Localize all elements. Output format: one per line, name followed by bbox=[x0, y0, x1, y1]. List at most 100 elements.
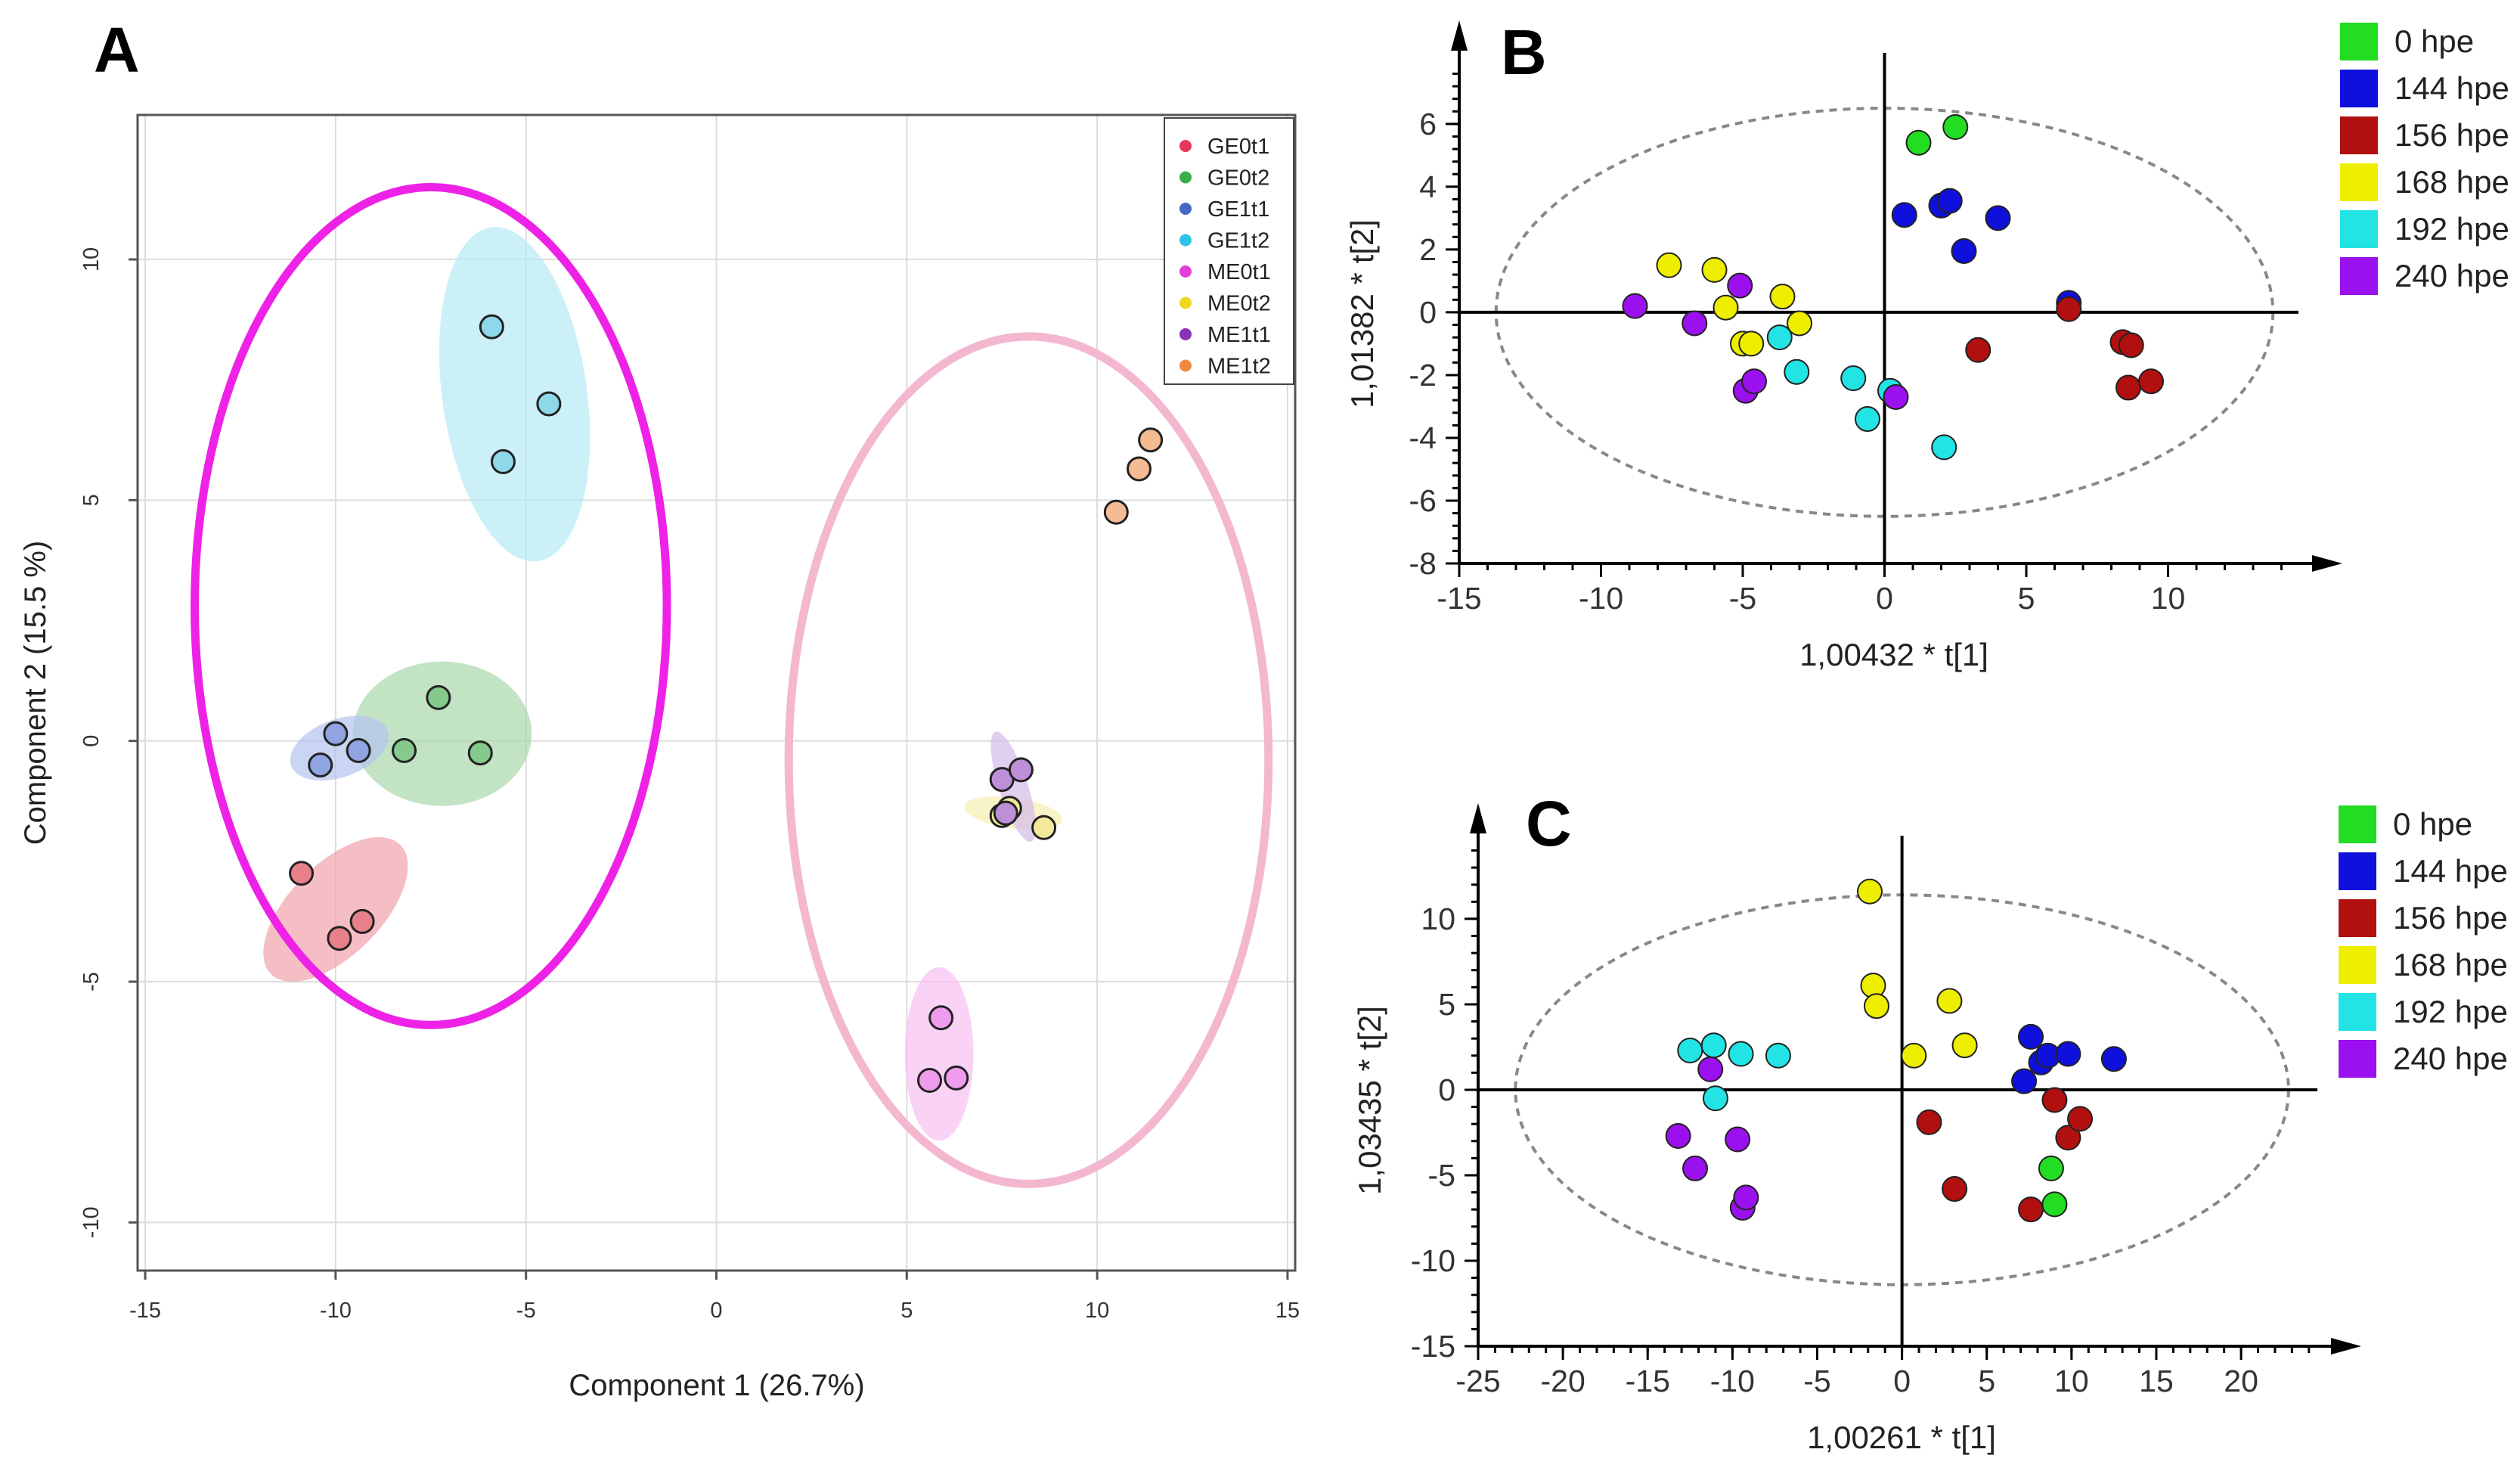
x-axis-title: 1,00261 * t[1] bbox=[1807, 1420, 1996, 1455]
legend-label-ge0t2: GE0t2 bbox=[1207, 166, 1269, 191]
point-168-hpe bbox=[1701, 256, 1728, 283]
cluster-ellipse-7 bbox=[990, 731, 1037, 843]
x-tick-label: 15 bbox=[1275, 1299, 1300, 1323]
point-ge1t1 bbox=[308, 753, 333, 777]
point-0-hpe bbox=[2041, 1191, 2068, 1218]
legend-label-me0t1: ME0t1 bbox=[1207, 260, 1271, 284]
legend-swatch-240-hpe bbox=[2340, 257, 2378, 295]
point-192-hpe bbox=[1702, 1085, 1728, 1112]
point-192-hpe bbox=[1700, 1032, 1727, 1059]
legend-label-0-hpe: 0 hpe bbox=[2393, 806, 2472, 842]
legend-label-156-hpe: 156 hpe bbox=[2393, 900, 2508, 936]
point-156-hpe bbox=[2138, 368, 2164, 395]
point-ge1t2 bbox=[479, 314, 504, 340]
point-156-hpe bbox=[1942, 1176, 1968, 1203]
point-me0t1 bbox=[944, 1065, 969, 1091]
x-tick-label: 10 bbox=[2054, 1364, 2089, 1398]
legend: GE0t1 GE0t2 GE1t1 GE1t2 ME0t1 ME0t2 ME1t1 ME1t2 bbox=[1164, 117, 1294, 385]
x-tick-label: -25 bbox=[1455, 1364, 1500, 1398]
point-ge0t2 bbox=[467, 740, 493, 766]
point-ge0t1 bbox=[327, 926, 352, 951]
point-168-hpe bbox=[1936, 988, 1963, 1014]
panel-c: -25 -20 -15 -10 -5 0 5 10 15 20 -15 -10 -5 0 5 10 1,0026… bbox=[1352, 803, 2508, 1455]
legend-label-240-hpe: 240 hpe bbox=[2393, 1041, 2508, 1076]
point-0-hpe bbox=[1905, 129, 1932, 156]
point-168-hpe bbox=[1738, 331, 1765, 357]
y-axis-title: Component 2 (15.5 %) bbox=[19, 541, 52, 845]
point-156-hpe bbox=[2118, 332, 2144, 358]
legend-marker-me0t2 bbox=[1179, 296, 1192, 309]
point-240-hpe bbox=[1727, 272, 1753, 299]
point-144-hpe bbox=[2011, 1068, 2038, 1094]
x-tick-label: -5 bbox=[1803, 1364, 1830, 1398]
panel-a: -15 -10 -5 0 5 10 15 -10 -5 0 5 10 Component 1 (26.7… bbox=[19, 113, 1300, 1402]
y-tick-label: 0 bbox=[79, 735, 104, 747]
x-axis-arrow bbox=[2331, 1338, 2361, 1355]
x-tick-label: 10 bbox=[2151, 581, 2186, 616]
y-tick-label: 0 bbox=[1419, 295, 1437, 330]
point-192-hpe bbox=[1728, 1041, 1754, 1067]
legend-label-ge0t1: GE0t1 bbox=[1207, 135, 1269, 159]
y-tick-label: 6 bbox=[1419, 107, 1437, 141]
x-tick-label: -10 bbox=[1710, 1364, 1755, 1398]
y-axis-arrow bbox=[1451, 20, 1468, 51]
legend-swatch-144-hpe bbox=[2339, 852, 2376, 890]
point-192-hpe bbox=[1784, 358, 1810, 385]
point-168-hpe bbox=[1713, 294, 1739, 321]
point-me1t1 bbox=[1008, 757, 1034, 783]
point-192-hpe bbox=[1765, 1042, 1791, 1069]
legend-label-144-hpe: 144 hpe bbox=[2393, 853, 2508, 889]
y-tick-label: 5 bbox=[79, 494, 104, 506]
point-168-hpe bbox=[1857, 878, 1883, 905]
y-tick-label: -10 bbox=[1411, 1243, 1455, 1278]
point-0-hpe bbox=[1942, 114, 1969, 141]
panel-b-letter: B bbox=[1501, 17, 1547, 88]
point-240-hpe bbox=[1741, 368, 1767, 395]
y-tick-label: -10 bbox=[79, 1206, 104, 1238]
point-156-hpe bbox=[2055, 1125, 2081, 1151]
panel-a-letter: A bbox=[94, 14, 140, 85]
group-ellipse-me bbox=[784, 332, 1273, 1188]
y-axis-title: 1,03435 * t[2] bbox=[1352, 1006, 1387, 1195]
legend-swatch-168-hpe bbox=[2340, 163, 2378, 201]
panel-a-plot-layer: -15 -10 -5 0 5 10 15 -10 -5 0 5 10 Component 1 (26.7… bbox=[19, 113, 1300, 1402]
y-tick-label: -5 bbox=[79, 972, 104, 992]
legend-label-ge1t2: GE1t2 bbox=[1207, 229, 1269, 253]
panel-b: -15 -10 -5 0 5 10 -8 -6 -4 -2 0 2 4 6 1,00432 * t[1] 1,… bbox=[1344, 20, 2509, 672]
point-ge1t1 bbox=[323, 721, 349, 746]
x-tick-label: 0 bbox=[1893, 1364, 1911, 1398]
point-144-hpe bbox=[2018, 1023, 2044, 1050]
legend-marker-me0t1 bbox=[1179, 265, 1192, 278]
x-tick-label: -5 bbox=[1729, 581, 1756, 616]
panel-b-plot-layer: -15 -10 -5 0 5 10 -8 -6 -4 -2 0 2 4 6 1,00432 * t[1] 1,… bbox=[1344, 20, 2509, 672]
point-192-hpe bbox=[1766, 324, 1793, 351]
point-me0t2 bbox=[1031, 815, 1057, 840]
point-156-hpe bbox=[1965, 337, 1992, 363]
legend-swatch-192-hpe bbox=[2339, 993, 2376, 1031]
point-156-hpe bbox=[2018, 1196, 2044, 1223]
point-156-hpe bbox=[2067, 1106, 2094, 1132]
cluster-ellipse-5 bbox=[904, 967, 974, 1141]
point-192-hpe bbox=[1677, 1037, 1703, 1063]
legend-marker-ge1t2 bbox=[1179, 234, 1192, 247]
point-144-hpe bbox=[1951, 237, 1977, 264]
point-240-hpe bbox=[1682, 1155, 1709, 1181]
point-240-hpe bbox=[1733, 1184, 1759, 1211]
legend-label-192-hpe: 192 hpe bbox=[2394, 211, 2509, 247]
x-tick-label: -15 bbox=[1626, 1364, 1670, 1398]
cluster-ellipse-4 bbox=[439, 227, 590, 562]
legend-marker-ge1t1 bbox=[1179, 203, 1192, 215]
x-tick-label: 5 bbox=[900, 1299, 913, 1323]
point-0-hpe bbox=[2038, 1155, 2064, 1181]
point-168-hpe bbox=[1951, 1032, 1978, 1059]
y-tick-label: -15 bbox=[1411, 1329, 1455, 1364]
y-tick-label: 4 bbox=[1419, 169, 1437, 204]
x-tick-label: 0 bbox=[1876, 581, 1893, 616]
y-tick-label: 5 bbox=[1438, 987, 1455, 1022]
legend-label-me1t2: ME1t2 bbox=[1207, 355, 1271, 379]
point-me1t2 bbox=[1138, 427, 1164, 453]
x-tick-label: 20 bbox=[2224, 1364, 2258, 1398]
point-240-hpe bbox=[1682, 310, 1708, 337]
legend-label-168-hpe: 168 hpe bbox=[2394, 164, 2509, 200]
